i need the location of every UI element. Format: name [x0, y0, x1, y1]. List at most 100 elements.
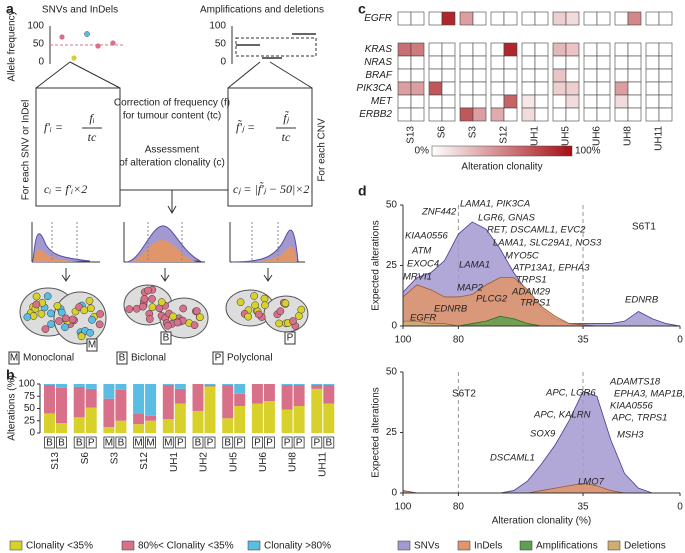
heat-cell: [534, 94, 549, 109]
x-tick-label: B: [224, 438, 231, 449]
column-label: S12: [499, 126, 510, 144]
heat-cell: [459, 55, 474, 70]
note: of alteration clonality (c): [119, 158, 225, 169]
cluster-key: M: [88, 340, 96, 351]
x-label: Alteration clonality (%): [492, 516, 591, 527]
annotation: TRPS1: [516, 275, 547, 286]
cell: [43, 292, 52, 301]
note: Assessment: [145, 145, 200, 156]
bar-segment: [251, 403, 263, 433]
heat-cell: [596, 68, 611, 83]
column-label: UH6: [592, 126, 603, 146]
heat-cell: [428, 94, 443, 109]
annotation: PLCG2: [476, 294, 508, 305]
sketch: [126, 240, 196, 262]
heat-cell: [490, 68, 505, 83]
heat-cell: [410, 68, 425, 83]
area: [403, 391, 680, 493]
sketch: [232, 246, 297, 262]
annotation: MAP2: [457, 283, 484, 294]
panel-letter: d: [358, 183, 367, 199]
tick-label: 0: [38, 57, 44, 68]
annotation: ATM: [411, 246, 431, 257]
bar-segment: [133, 424, 145, 433]
cell: [53, 302, 62, 310]
y-tick-label: 25: [386, 260, 398, 271]
bar-segment: [174, 384, 186, 389]
bar-segment: [281, 384, 293, 385]
cell: [140, 295, 149, 303]
y-tick-label: 50: [386, 367, 398, 378]
annotation: LGR6, GNAS: [478, 213, 536, 224]
annotation: LAMA1, SLC29A1, NOS3: [493, 238, 602, 249]
heat-cell: [503, 11, 518, 26]
cell: [276, 307, 285, 316]
x-tick-label: P: [236, 438, 243, 449]
x-tick-label: M: [105, 438, 113, 449]
y-label: Expected alterations: [371, 220, 382, 311]
heat-cell: [441, 68, 456, 83]
cell: [192, 307, 201, 315]
annotation: APC, LGR6: [545, 388, 596, 399]
bar-segment: [145, 384, 157, 416]
column-label: S3: [468, 126, 479, 139]
heat-cell: [521, 94, 536, 109]
cell: [250, 292, 258, 300]
x-tick-label: 100: [395, 502, 412, 513]
bar-segment: [263, 384, 275, 402]
area: [403, 277, 680, 326]
cell: [148, 303, 157, 311]
row-label: EGFR: [364, 13, 392, 24]
bar-segment: [44, 384, 55, 414]
key-box: [116, 351, 128, 365]
heat-cell: [490, 42, 505, 57]
heat-cell: [490, 55, 505, 70]
annotation: ADAMTS18: [609, 377, 661, 388]
heat-cell: [596, 42, 611, 57]
heat-cell: [472, 42, 487, 57]
dashed-box: [235, 37, 317, 57]
annotation: MYO5C: [505, 251, 539, 262]
annotation: MSH3: [617, 430, 644, 441]
heat-cell: [614, 68, 629, 83]
bar-segment: [133, 413, 145, 425]
cell: [139, 302, 147, 311]
bar-segment: [204, 384, 216, 387]
x-tick-label: B: [58, 438, 65, 449]
cell: [47, 320, 55, 328]
heat-cell: [459, 68, 474, 83]
bar-segment: [311, 384, 323, 385]
cell: [173, 318, 182, 327]
formula: f̃ⱼ: [283, 110, 289, 125]
panel-letter: c: [358, 1, 366, 17]
y-tick-label: 25: [24, 415, 36, 426]
row-label: ERBB2: [359, 109, 392, 120]
group-label: S13: [50, 452, 61, 470]
row-label: MET: [371, 96, 393, 107]
bar-segment: [162, 419, 174, 433]
annotation: EDNRB: [625, 295, 659, 306]
heat-cell: [397, 55, 412, 70]
box: [227, 87, 313, 207]
group-label: S12: [139, 452, 150, 470]
key-box: [323, 436, 335, 449]
annotation: LAMA1, PIK3CA: [460, 199, 530, 210]
heat-cell: [410, 94, 425, 109]
heat-cell: [565, 94, 580, 109]
cell: [41, 325, 50, 333]
arrow: [61, 268, 273, 282]
column-label: UH5: [561, 126, 572, 146]
cell: [289, 317, 297, 325]
heat-cell: [410, 55, 425, 70]
heat-cell: [503, 42, 518, 57]
heat-cell: [521, 107, 536, 122]
x-tick-label: 80: [453, 502, 465, 513]
heat-cell: [614, 94, 629, 109]
heat-cell: [565, 68, 580, 83]
heat-cell: [459, 94, 474, 109]
cell: [32, 300, 41, 309]
legend-key: B: [119, 353, 126, 364]
key-box: [145, 436, 157, 449]
heat-cell: [490, 81, 505, 96]
heat-cell: [410, 81, 425, 96]
